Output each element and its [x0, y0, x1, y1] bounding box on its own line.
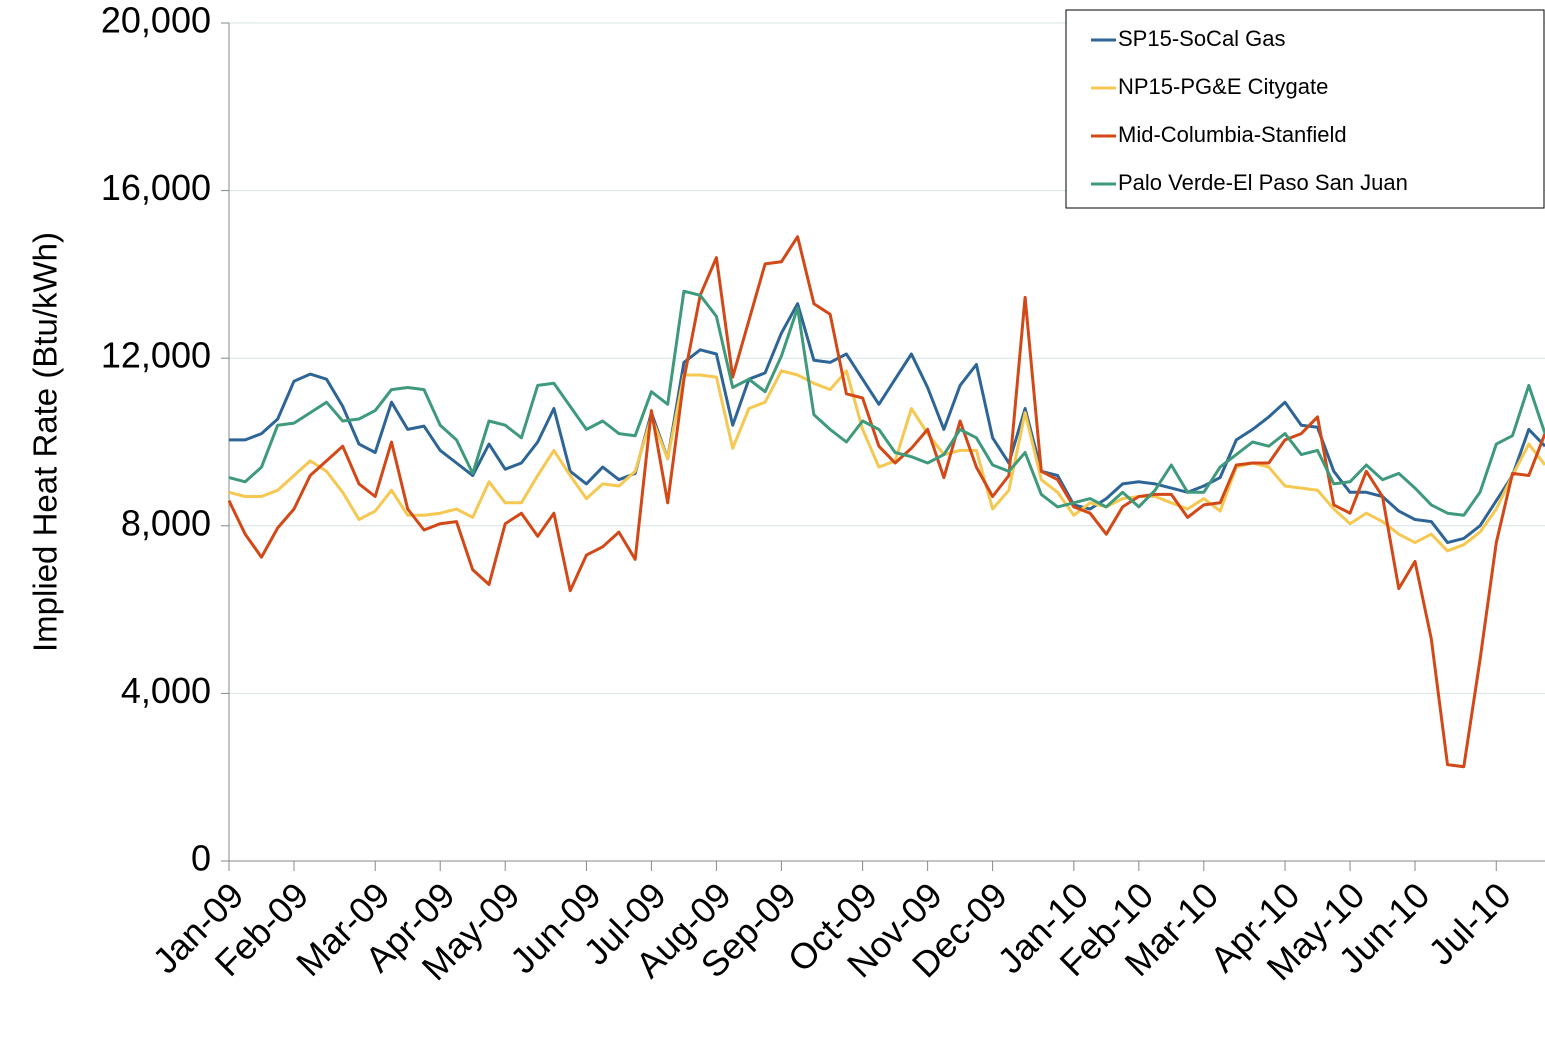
series-line	[227, 235, 1545, 769]
y-tick-label: 12,000	[101, 335, 211, 376]
x-tick-label: Jul-10	[1420, 874, 1518, 972]
series-line	[228, 289, 1545, 517]
y-tick-label: 8,000	[121, 502, 211, 543]
legend-label: NP15-PG&E Citygate	[1118, 74, 1328, 99]
y-tick-label: 20,000	[101, 0, 211, 41]
series-line	[229, 302, 1545, 545]
series-line	[228, 369, 1545, 553]
legend-label: SP15-SoCal Gas	[1118, 26, 1286, 51]
legend-label: Mid-Columbia-Stanfield	[1118, 122, 1347, 147]
y-tick-label: 16,000	[101, 167, 211, 208]
y-tick-label: 4,000	[121, 670, 211, 711]
legend-box	[1065, 9, 1545, 209]
legend-label: Palo Verde-El Paso San Juan	[1118, 170, 1408, 195]
y-tick-label: 0	[191, 838, 211, 879]
y-axis-label: Implied Heat Rate (Btu/kWh)	[27, 232, 64, 652]
